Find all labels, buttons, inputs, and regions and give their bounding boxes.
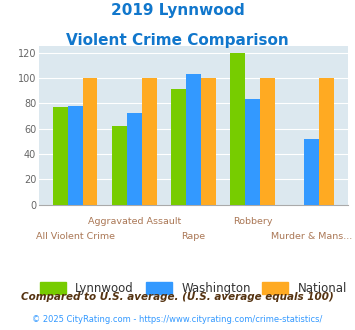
- Text: 2019 Lynnwood: 2019 Lynnwood: [111, 3, 244, 18]
- Bar: [142, 78, 157, 205]
- Bar: [186, 74, 201, 205]
- Bar: [68, 106, 83, 205]
- Legend: Lynnwood, Washington, National: Lynnwood, Washington, National: [35, 277, 352, 300]
- Text: Compared to U.S. average. (U.S. average equals 100): Compared to U.S. average. (U.S. average …: [21, 292, 334, 302]
- Text: Violent Crime Comparison: Violent Crime Comparison: [66, 33, 289, 48]
- Bar: [319, 78, 334, 205]
- Text: © 2025 CityRating.com - https://www.cityrating.com/crime-statistics/: © 2025 CityRating.com - https://www.city…: [32, 315, 323, 324]
- Bar: [83, 78, 97, 205]
- Bar: [112, 126, 127, 205]
- Text: Rape: Rape: [181, 232, 206, 241]
- Bar: [171, 89, 186, 205]
- Bar: [201, 78, 215, 205]
- Bar: [230, 52, 245, 205]
- Bar: [304, 139, 319, 205]
- Text: Aggravated Assault: Aggravated Assault: [88, 217, 181, 226]
- Text: All Violent Crime: All Violent Crime: [36, 232, 115, 241]
- Bar: [127, 114, 142, 205]
- Text: Robbery: Robbery: [233, 217, 272, 226]
- Bar: [53, 107, 68, 205]
- Bar: [260, 78, 275, 205]
- Text: Murder & Mans...: Murder & Mans...: [271, 232, 352, 241]
- Bar: [245, 99, 260, 205]
